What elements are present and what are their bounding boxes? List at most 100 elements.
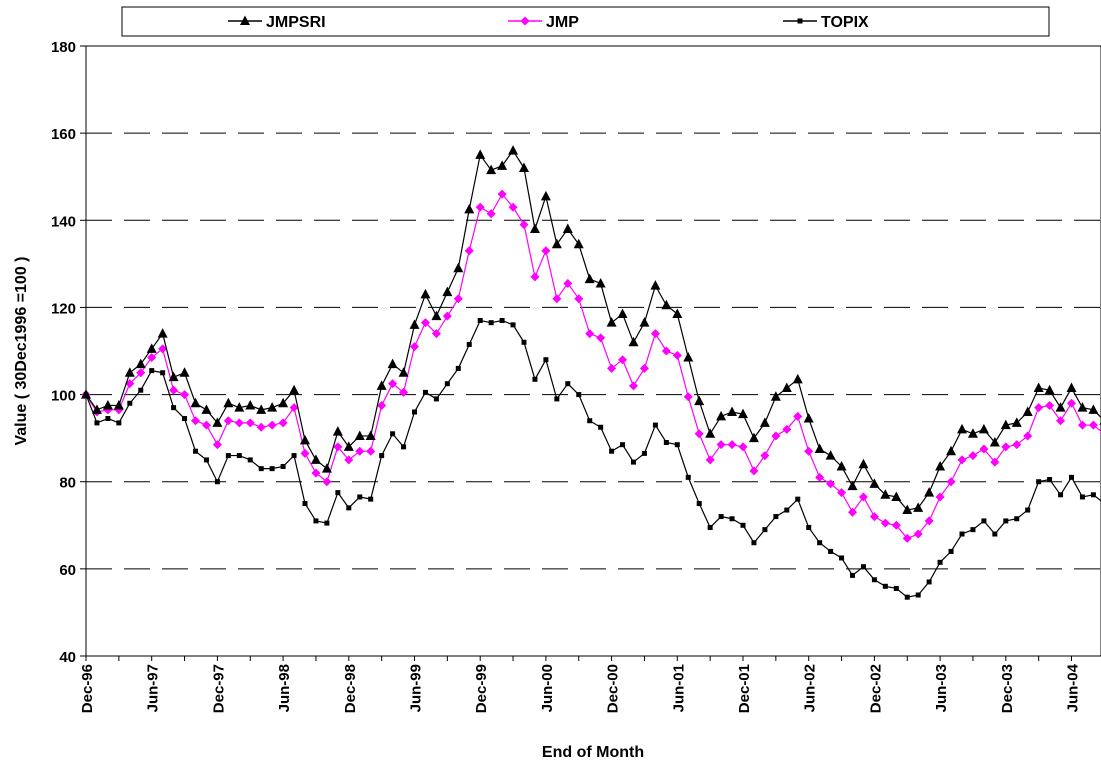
data-point-diamond bbox=[366, 446, 376, 456]
data-point-diamond bbox=[420, 318, 430, 328]
data-point-square bbox=[291, 453, 297, 459]
legend-item-topix: TOPIX bbox=[783, 14, 869, 31]
data-point-square bbox=[828, 548, 834, 554]
data-point-diamond bbox=[990, 457, 1000, 467]
data-point-triangle bbox=[913, 502, 924, 512]
data-point-triangle bbox=[814, 443, 825, 454]
data-point-diamond bbox=[256, 422, 266, 432]
data-point-triangle bbox=[738, 408, 748, 419]
data-point-square bbox=[247, 457, 253, 463]
data-point-square bbox=[729, 516, 735, 522]
data-point-diamond bbox=[552, 294, 562, 304]
data-point-triangle bbox=[606, 317, 617, 327]
data-point-diamond bbox=[968, 451, 978, 461]
data-point-square bbox=[696, 501, 702, 506]
data-point-diamond bbox=[738, 442, 748, 452]
data-point-triangle bbox=[595, 277, 606, 288]
data-point-triangle bbox=[486, 164, 497, 175]
data-point-diamond bbox=[782, 424, 792, 434]
data-point-diamond bbox=[519, 220, 529, 230]
data-point-triangle bbox=[431, 310, 442, 321]
x-tick-label: Jun-00 bbox=[539, 664, 556, 712]
x-tick-label: Jun-02 bbox=[802, 664, 819, 712]
data-point-triangle bbox=[946, 445, 957, 456]
data-point-square bbox=[1058, 492, 1064, 498]
data-point-triangle bbox=[529, 223, 540, 233]
data-point-diamond bbox=[935, 492, 945, 502]
legend-box bbox=[121, 6, 1050, 37]
data-point-square bbox=[401, 444, 407, 450]
data-point-square bbox=[797, 18, 803, 24]
data-point-triangle bbox=[245, 399, 256, 410]
data-point-square bbox=[532, 376, 538, 382]
data-point-triangle bbox=[464, 203, 475, 214]
data-point-diamond bbox=[563, 278, 573, 288]
data-point-diamond bbox=[453, 294, 463, 304]
data-point-diamond bbox=[848, 507, 857, 517]
x-tick-label: Dec-99 bbox=[473, 664, 490, 713]
data-point-square bbox=[444, 381, 450, 387]
data-point-triangle bbox=[212, 417, 223, 427]
data-point-diamond bbox=[837, 488, 847, 498]
data-point-square bbox=[346, 505, 352, 511]
data-point-diamond bbox=[1023, 431, 1033, 441]
y-tick-label: 120 bbox=[51, 300, 76, 317]
data-point-diamond bbox=[464, 246, 474, 256]
data-point-diamond bbox=[136, 368, 146, 378]
data-point-square bbox=[258, 466, 264, 472]
data-point-diamond bbox=[180, 390, 190, 400]
data-point-triangle bbox=[825, 450, 836, 460]
data-point-triangle bbox=[683, 352, 694, 362]
data-point-triangle bbox=[540, 190, 551, 201]
data-point-diamond bbox=[289, 403, 299, 413]
data-point-triangle bbox=[289, 384, 300, 395]
data-point-triangle bbox=[1022, 406, 1033, 416]
data-point-diamond bbox=[891, 520, 901, 530]
data-point-triangle bbox=[584, 273, 595, 284]
data-point-triangle bbox=[705, 428, 716, 438]
data-point-square bbox=[871, 577, 877, 583]
data-point-square bbox=[499, 318, 505, 323]
data-point-square bbox=[576, 392, 582, 398]
data-point-square bbox=[1047, 477, 1053, 483]
data-point-diamond bbox=[858, 492, 868, 502]
data-point-triangle bbox=[1000, 419, 1011, 430]
data-point-diamond bbox=[191, 416, 200, 426]
data-point-diamond bbox=[212, 440, 222, 450]
data-point-triangle bbox=[497, 160, 508, 170]
data-point-triangle bbox=[869, 478, 880, 488]
data-point-square bbox=[598, 424, 604, 430]
data-point-square bbox=[193, 448, 198, 454]
data-point-triangle bbox=[387, 358, 398, 369]
data-point-diamond bbox=[661, 346, 671, 356]
data-point-square bbox=[1036, 479, 1042, 485]
y-axis: 40 60 80 100 120 140 160 180 bbox=[51, 39, 86, 666]
data-point-diamond bbox=[727, 440, 737, 450]
data-point-triangle bbox=[770, 391, 781, 401]
data-point-triangle bbox=[234, 402, 245, 412]
data-point-diamond bbox=[508, 202, 518, 212]
data-point-triangle bbox=[650, 280, 661, 290]
data-point-square bbox=[554, 396, 560, 402]
data-point-triangle bbox=[179, 367, 190, 377]
data-point-triangle bbox=[376, 380, 387, 390]
data-point-square bbox=[236, 453, 242, 459]
data-point-diamond bbox=[880, 518, 890, 528]
data-point-diamond bbox=[1067, 398, 1076, 408]
data-point-diamond bbox=[234, 418, 244, 428]
series-topix bbox=[83, 318, 1101, 600]
data-point-diamond bbox=[705, 455, 715, 465]
data-point-diamond bbox=[749, 466, 759, 476]
data-point-triangle bbox=[858, 458, 869, 469]
x-tick-label: Dec-03 bbox=[999, 664, 1016, 713]
data-point-square bbox=[904, 594, 910, 600]
data-point-square bbox=[280, 463, 286, 469]
data-point-square bbox=[433, 396, 439, 402]
data-point-square bbox=[335, 490, 341, 496]
data-point-diamond bbox=[629, 381, 638, 391]
data-point-triangle bbox=[190, 397, 201, 408]
data-point-diamond bbox=[300, 448, 310, 458]
data-point-diamond bbox=[618, 355, 628, 365]
data-point-square bbox=[127, 400, 133, 406]
data-point-diamond bbox=[1088, 420, 1098, 430]
